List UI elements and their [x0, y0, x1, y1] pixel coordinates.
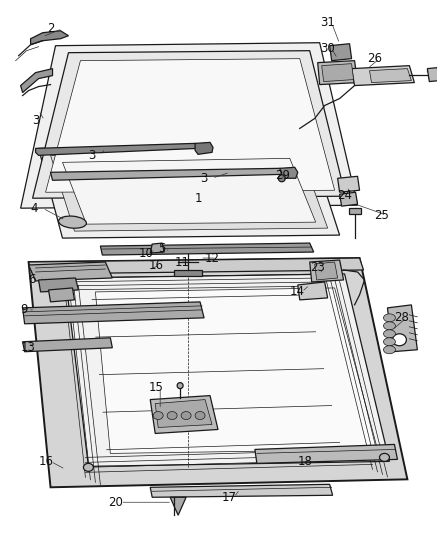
Text: 18: 18: [298, 455, 313, 468]
Polygon shape: [23, 338, 112, 352]
Text: 15: 15: [148, 381, 163, 394]
Polygon shape: [174, 270, 202, 276]
Text: 28: 28: [395, 311, 410, 325]
Polygon shape: [352, 66, 414, 86]
Polygon shape: [338, 176, 360, 192]
Ellipse shape: [83, 463, 93, 471]
Ellipse shape: [392, 334, 406, 346]
Ellipse shape: [167, 411, 177, 419]
Text: 5: 5: [158, 241, 166, 255]
Polygon shape: [39, 142, 339, 238]
Polygon shape: [427, 68, 438, 82]
Text: 4: 4: [31, 201, 38, 215]
Text: 3: 3: [200, 172, 208, 185]
Ellipse shape: [384, 338, 396, 346]
Polygon shape: [28, 258, 407, 487]
Ellipse shape: [384, 314, 396, 322]
Text: 26: 26: [367, 52, 382, 65]
Ellipse shape: [278, 175, 285, 182]
Text: 9: 9: [21, 303, 28, 317]
Ellipse shape: [177, 383, 183, 389]
Polygon shape: [100, 243, 314, 255]
Text: 30: 30: [320, 42, 335, 55]
Polygon shape: [321, 63, 353, 82]
Polygon shape: [21, 43, 357, 208]
Text: 11: 11: [175, 255, 190, 269]
Polygon shape: [370, 69, 411, 83]
Text: 3: 3: [32, 114, 40, 127]
Polygon shape: [35, 143, 198, 155]
Polygon shape: [388, 305, 417, 352]
Polygon shape: [32, 51, 346, 198]
Polygon shape: [28, 258, 364, 274]
Polygon shape: [255, 445, 397, 463]
Ellipse shape: [59, 216, 86, 228]
Text: 6: 6: [28, 273, 36, 286]
Ellipse shape: [153, 411, 163, 419]
Polygon shape: [155, 400, 212, 427]
Text: 31: 31: [320, 17, 335, 29]
Text: 16: 16: [148, 259, 163, 271]
Text: 13: 13: [21, 341, 35, 354]
Polygon shape: [318, 61, 357, 85]
Polygon shape: [150, 395, 218, 433]
Polygon shape: [28, 262, 112, 281]
Polygon shape: [349, 208, 360, 214]
Polygon shape: [31, 31, 68, 45]
Polygon shape: [195, 142, 213, 155]
Text: 17: 17: [222, 491, 237, 504]
Text: 14: 14: [290, 285, 305, 298]
Ellipse shape: [181, 411, 191, 419]
Ellipse shape: [379, 454, 389, 462]
Polygon shape: [63, 158, 316, 224]
Polygon shape: [39, 278, 78, 292]
Polygon shape: [314, 262, 338, 280]
Polygon shape: [66, 274, 389, 466]
Text: 3: 3: [88, 149, 96, 162]
Polygon shape: [280, 167, 298, 178]
Polygon shape: [150, 243, 164, 253]
Text: 25: 25: [374, 208, 389, 222]
Ellipse shape: [384, 346, 396, 354]
Polygon shape: [23, 302, 204, 324]
Polygon shape: [310, 260, 343, 282]
Polygon shape: [170, 497, 186, 515]
Polygon shape: [339, 192, 357, 206]
Polygon shape: [21, 69, 53, 93]
Text: 12: 12: [205, 252, 220, 264]
Polygon shape: [150, 484, 332, 497]
Text: 2: 2: [48, 22, 55, 35]
Text: 24: 24: [338, 189, 353, 201]
Ellipse shape: [384, 322, 396, 330]
Text: 20: 20: [108, 496, 123, 509]
Text: 23: 23: [310, 262, 325, 274]
Text: 1: 1: [195, 192, 203, 205]
Text: 10: 10: [138, 247, 153, 260]
Ellipse shape: [195, 411, 205, 419]
Polygon shape: [298, 282, 328, 300]
Text: 29: 29: [275, 169, 290, 182]
Ellipse shape: [384, 330, 396, 338]
Polygon shape: [49, 288, 74, 302]
Polygon shape: [50, 150, 328, 231]
Polygon shape: [46, 59, 335, 192]
Polygon shape: [50, 168, 285, 180]
Polygon shape: [95, 288, 378, 454]
Polygon shape: [330, 44, 352, 61]
Text: 16: 16: [39, 455, 53, 468]
